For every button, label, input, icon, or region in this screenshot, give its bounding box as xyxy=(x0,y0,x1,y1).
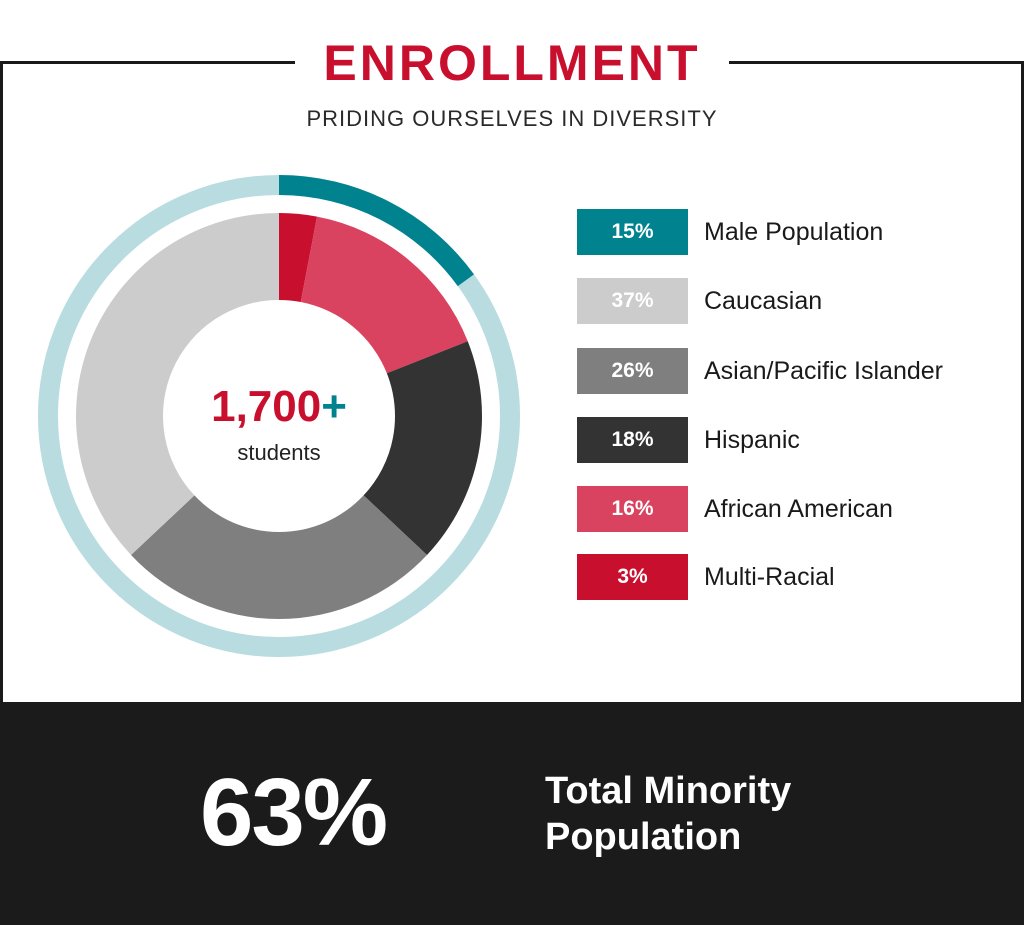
slice-asian-pacific-islander xyxy=(131,495,427,619)
slice-multi-racial xyxy=(279,213,318,303)
slice-hispanic xyxy=(363,341,482,555)
outer-ring-male-population xyxy=(279,175,474,287)
student-count-label: students xyxy=(237,440,321,465)
legend-item-hispanic: 18% Hispanic xyxy=(577,417,1017,463)
legend-item-male-population: 15% Male Population xyxy=(577,209,1017,255)
legend-label: African American xyxy=(704,495,893,523)
legend-label: Hispanic xyxy=(704,426,800,454)
legend-badge: 15% xyxy=(577,209,688,255)
title-wrap: ENROLLMENT xyxy=(0,34,1024,94)
legend-badge: 3% xyxy=(577,554,688,600)
student-count: 1,700+ xyxy=(139,380,419,434)
student-count-plus: + xyxy=(321,382,347,431)
page-subtitle: PRIDING OURSELVES IN DIVERSITY xyxy=(306,106,718,131)
footer-band xyxy=(0,702,1024,925)
legend-item-caucasian: 37% Caucasian xyxy=(577,278,1017,324)
page-title: ENROLLMENT xyxy=(295,34,729,92)
legend-label: Caucasian xyxy=(704,287,823,315)
minority-label-line1: Total Minority xyxy=(545,770,792,812)
student-count-number: 1,700 xyxy=(211,382,322,431)
minority-label-line2: Population xyxy=(545,816,742,858)
minority-percent: 63% xyxy=(200,759,388,866)
legend-item-african-american: 16% African American xyxy=(577,486,1017,532)
slice-african-american xyxy=(300,216,468,374)
legend-badge: 37% xyxy=(577,278,688,324)
legend-label: Asian/Pacific Islander xyxy=(704,357,944,385)
legend-badge: 16% xyxy=(577,486,688,532)
minority-label: Total Minority Population xyxy=(545,768,945,860)
legend-item-asian-pacific-islander: 26% Asian/Pacific Islander xyxy=(577,348,1017,394)
slice-caucasian xyxy=(75,213,280,555)
legend-label: Male Population xyxy=(704,218,884,246)
legend-badge: 26% xyxy=(577,348,688,394)
legend-item-multi-racial: 3% Multi-Racial xyxy=(577,554,1017,600)
legend-label: Multi-Racial xyxy=(704,563,835,591)
enrollment-donut-chart xyxy=(38,175,520,657)
legend-badge: 18% xyxy=(577,417,688,463)
